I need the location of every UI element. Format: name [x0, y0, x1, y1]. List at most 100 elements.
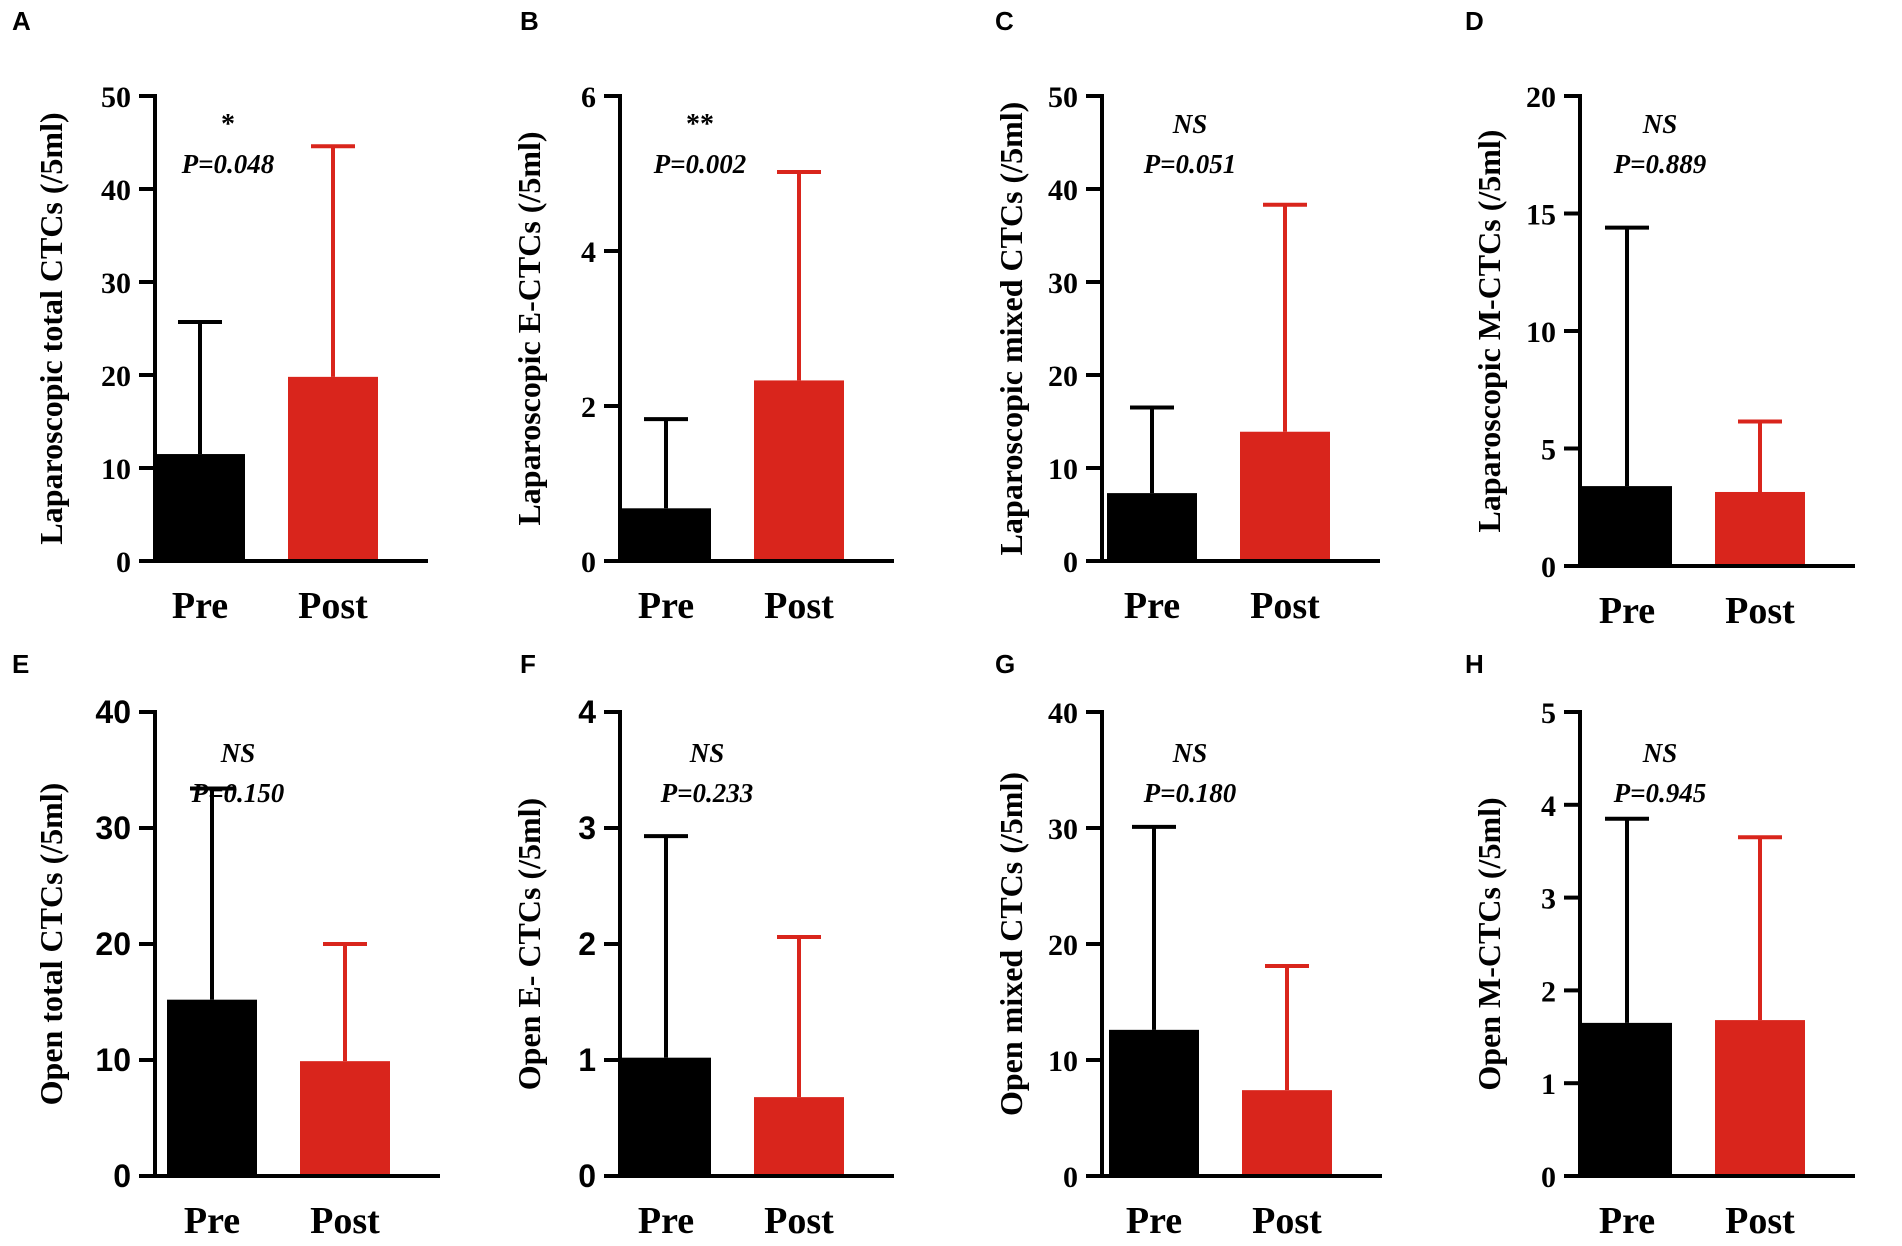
y-tick-label: 30: [95, 810, 131, 846]
panel-letter: C: [995, 6, 1014, 36]
panel-a: A Pre Post 0 10 20 30 40 50 Laparoscopic total CT…: [12, 6, 428, 627]
y-tick-label: 40: [1048, 174, 1078, 207]
y-axis-title: Laparoscopic mixed CTCs (/5ml): [993, 102, 1029, 556]
category-label-post: Post: [1725, 1200, 1795, 1242]
y-tick-label: 0: [116, 546, 131, 579]
y-tick-label: 3: [1541, 883, 1556, 916]
y-tick-label: 6: [581, 81, 596, 114]
y-tick-label: 50: [101, 81, 131, 114]
y-tick-label: 20: [1526, 81, 1556, 114]
y-tick-label: 3: [578, 810, 596, 846]
p-value-label: P=0.051: [1143, 149, 1237, 179]
category-label-pre: Pre: [1599, 590, 1655, 632]
y-tick-label: 30: [1048, 813, 1078, 846]
panel-letter: D: [1465, 6, 1484, 36]
category-label-pre: Pre: [1599, 1200, 1655, 1242]
panel-letter: F: [520, 649, 536, 679]
category-label-post: Post: [298, 585, 368, 627]
y-tick-label: 0: [578, 1158, 596, 1194]
p-value-label: P=0.889: [1613, 149, 1707, 179]
category-label-pre: Pre: [1126, 1200, 1182, 1242]
p-value-label: P=0.945: [1613, 778, 1707, 808]
y-tick-label: 1: [578, 1042, 596, 1078]
y-tick-label: 30: [1048, 267, 1078, 300]
y-tick-label: 10: [1048, 1045, 1078, 1078]
bar-pre: [621, 1057, 711, 1176]
y-tick-label: 2: [581, 391, 596, 424]
p-value-label: P=0.048: [181, 149, 275, 179]
y-tick-label: 5: [1541, 697, 1556, 730]
bar-pre: [167, 999, 257, 1176]
y-tick-label: 20: [95, 926, 131, 962]
category-label-post: Post: [764, 1200, 834, 1242]
bar-post: [754, 1097, 844, 1176]
p-value-label: P=0.002: [653, 149, 747, 179]
y-tick-label: 4: [581, 236, 596, 269]
y-axis-title: Open E- CTCs (/5ml): [511, 798, 547, 1090]
y-tick-label: 20: [101, 360, 131, 393]
bar-post: [1715, 1020, 1805, 1176]
y-tick-label: 30: [101, 267, 131, 300]
y-tick-label: 20: [1048, 929, 1078, 962]
y-axis-title: Open mixed CTCs (/5ml): [993, 772, 1029, 1116]
significance-label: NS: [1642, 109, 1678, 139]
bar-pre: [1582, 1022, 1672, 1176]
category-label-pre: Pre: [184, 1200, 240, 1242]
panel-letter: G: [995, 649, 1015, 679]
panel-letter: B: [520, 6, 539, 36]
category-label-post: Post: [1250, 585, 1320, 627]
p-value-label: P=0.233: [660, 778, 754, 808]
y-tick-label: 20: [1048, 360, 1078, 393]
bar-post: [754, 380, 844, 561]
y-tick-label: 0: [1063, 1161, 1078, 1194]
y-tick-label: 50: [1048, 81, 1078, 114]
y-axis-title: Open M-CTCs (/5ml): [1471, 797, 1507, 1090]
y-tick-label: 0: [1063, 546, 1078, 579]
y-tick-label: 10: [1526, 316, 1556, 349]
category-label-pre: Pre: [1124, 585, 1180, 627]
significance-label: NS: [1642, 738, 1678, 768]
bar-pre: [155, 454, 245, 561]
panel-c: C Pre Post 0 10 20 30 40 50 Laparoscopic mixed CT…: [993, 6, 1380, 627]
category-label-post: Post: [310, 1200, 380, 1242]
y-tick-label: 4: [578, 694, 596, 730]
bar-post: [288, 376, 378, 561]
bar-post: [1715, 491, 1805, 566]
significance-label: NS: [1172, 738, 1208, 768]
y-axis-title: Laparoscopic M-CTCs (/5ml): [1471, 130, 1507, 533]
panel-letter: H: [1465, 649, 1484, 679]
y-tick-label: 0: [581, 546, 596, 579]
panel-h: H Pre Post 0 1 2 3 4 5 Open M-CTCs (/5ml) NS P=0.94…: [1465, 649, 1855, 1242]
y-tick-label: 15: [1526, 199, 1556, 232]
significance-label: NS: [689, 738, 725, 768]
y-tick-label: 40: [95, 694, 131, 730]
significance-label: **: [686, 109, 714, 140]
bar-pre: [621, 508, 711, 561]
bar-post: [300, 1061, 390, 1176]
panel-letter: A: [12, 6, 31, 36]
category-label-pre: Pre: [638, 1200, 694, 1242]
y-axis-title: Laparoscopic total CTCs (/5ml): [33, 112, 69, 544]
panel-f: F Pre Post 0 1 2 3 4 Open E- CTCs (/5ml) NS P=0.23…: [511, 649, 894, 1242]
y-tick-label: 10: [95, 1042, 131, 1078]
panel-letter: E: [12, 649, 29, 679]
y-tick-label: 2: [1541, 975, 1556, 1008]
category-label-post: Post: [1725, 590, 1795, 632]
p-value-label: P=0.150: [191, 778, 285, 808]
panel-d: D Pre Post 0 5 10 15 20 Laparoscopic M-CTCs (/5m…: [1465, 6, 1855, 632]
panel-b: B Pre Post 0 2 4 6 Laparoscopic E-CTCs (/5ml) **…: [511, 6, 894, 627]
y-axis-title: Open total CTCs (/5ml): [33, 783, 69, 1106]
y-tick-label: 40: [101, 174, 131, 207]
y-tick-label: 10: [1048, 453, 1078, 486]
bar-pre: [1582, 486, 1672, 566]
y-tick-label: 4: [1541, 790, 1556, 823]
significance-label: NS: [1172, 109, 1208, 139]
category-label-post: Post: [1252, 1200, 1322, 1242]
category-label-pre: Pre: [172, 585, 228, 627]
panel-g: G Pre Post 0 10 20 30 40 Open mixed CTCs (/5ml) N…: [993, 649, 1382, 1242]
bar-pre: [1107, 493, 1197, 561]
bar-post: [1242, 1090, 1332, 1176]
y-tick-label: 1: [1541, 1068, 1556, 1101]
category-label-pre: Pre: [638, 585, 694, 627]
